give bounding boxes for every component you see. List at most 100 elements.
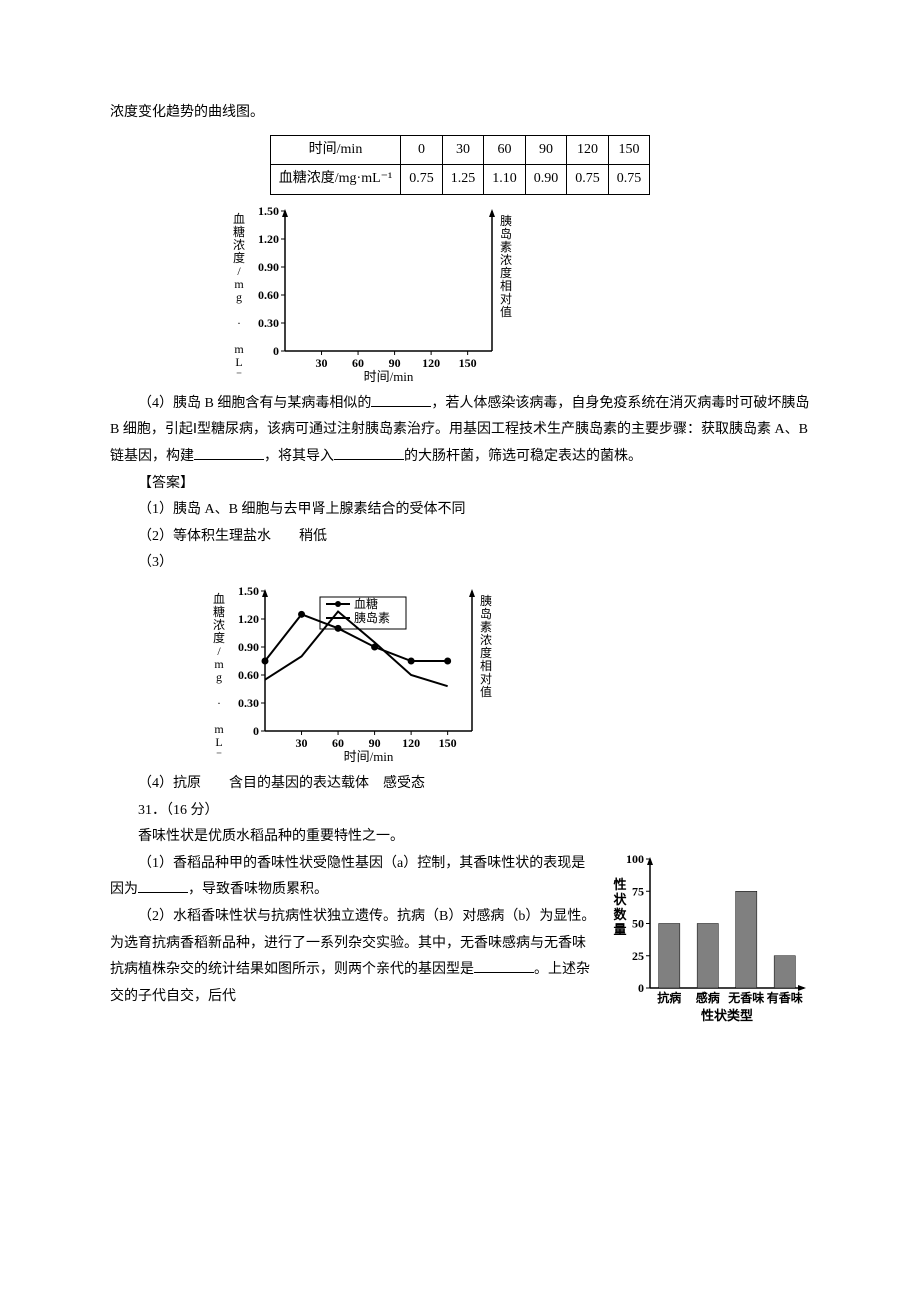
svg-text:30: 30 bbox=[296, 736, 308, 750]
svg-text:0: 0 bbox=[273, 344, 279, 358]
svg-text:相: 相 bbox=[500, 279, 512, 293]
table-cell: 0.75 bbox=[567, 165, 609, 195]
svg-text:时间/min: 时间/min bbox=[344, 749, 394, 763]
svg-text:90: 90 bbox=[389, 356, 401, 370]
svg-text:50: 50 bbox=[632, 916, 644, 930]
svg-text:·: · bbox=[237, 316, 241, 330]
svg-text:⁻: ⁻ bbox=[236, 368, 242, 382]
svg-text:/: / bbox=[217, 644, 221, 658]
svg-text:g: g bbox=[236, 290, 242, 304]
bar-chart-svg: 0 25 50 75 100 抗病感病无香味有香味 性状数量性状类型 bbox=[610, 851, 810, 1026]
intro-line: 浓度变化趋势的曲线图。 bbox=[110, 100, 810, 127]
svg-text:度: 度 bbox=[233, 250, 245, 265]
svg-text:L: L bbox=[235, 355, 242, 369]
blank-field bbox=[474, 958, 534, 973]
svg-text:⁻: ⁻ bbox=[216, 748, 222, 762]
svg-text:胰岛素: 胰岛素 bbox=[354, 610, 390, 625]
svg-text:值: 值 bbox=[480, 684, 492, 699]
svg-text:150: 150 bbox=[459, 356, 477, 370]
svg-text:状: 状 bbox=[613, 892, 627, 907]
svg-text:糖: 糖 bbox=[233, 224, 245, 239]
svg-text:120: 120 bbox=[422, 356, 440, 370]
answers-header: 【答案】 bbox=[110, 471, 810, 498]
answer-2: （2）等体积生理盐水 稍低 bbox=[110, 524, 810, 551]
svg-text:性: 性 bbox=[613, 877, 626, 892]
q31-lead: 香味性状是优质水稻品种的重要特性之一。 bbox=[110, 824, 810, 851]
table-cell: 0 bbox=[401, 135, 443, 165]
svg-text:血糖: 血糖 bbox=[354, 596, 378, 611]
table-row: 时间/min 0 30 60 90 120 150 bbox=[270, 135, 649, 165]
svg-text:度: 度 bbox=[500, 265, 512, 280]
table-cell: 120 bbox=[567, 135, 609, 165]
question-4: （4）胰岛 B 细胞含有与某病毒相似的，若人体感染该病毒，自身免疫系统在消灭病毒… bbox=[110, 391, 810, 471]
table-cell: 0.90 bbox=[525, 165, 567, 195]
svg-text:度: 度 bbox=[213, 630, 225, 645]
svg-text:L: L bbox=[215, 735, 222, 749]
svg-text:素: 素 bbox=[500, 240, 512, 254]
blank-chart-svg: 00.300.600.901.201.50306090120150时间/min血… bbox=[230, 203, 520, 383]
svg-text:m: m bbox=[234, 342, 244, 356]
answer-1: （1）胰岛 A、B 细胞与去甲肾上腺素结合的受体不同 bbox=[110, 497, 810, 524]
svg-text:m: m bbox=[234, 277, 244, 291]
svg-text:¹: ¹ bbox=[237, 381, 241, 383]
svg-text:对: 对 bbox=[500, 292, 512, 306]
svg-text:胰: 胰 bbox=[480, 594, 492, 608]
svg-text:m: m bbox=[214, 657, 224, 671]
svg-text:无香味: 无香味 bbox=[727, 990, 764, 1005]
table-cell: 0.75 bbox=[608, 165, 650, 195]
svg-text:时间/min: 时间/min bbox=[364, 369, 414, 383]
svg-text:¹: ¹ bbox=[217, 761, 221, 763]
blank-chart: 00.300.600.901.201.50306090120150时间/min血… bbox=[230, 203, 810, 383]
svg-text:血: 血 bbox=[213, 592, 225, 606]
svg-text:g: g bbox=[216, 670, 222, 684]
svg-text:感病: 感病 bbox=[696, 990, 720, 1005]
table-cell: 90 bbox=[525, 135, 567, 165]
svg-text:0.30: 0.30 bbox=[238, 696, 259, 710]
svg-text:75: 75 bbox=[632, 884, 644, 898]
svg-text:胰: 胰 bbox=[500, 214, 512, 228]
svg-text:浓: 浓 bbox=[233, 238, 245, 252]
svg-text:60: 60 bbox=[332, 736, 344, 750]
svg-text:量: 量 bbox=[613, 922, 626, 937]
glucose-table: 时间/min 0 30 60 90 120 150 血糖浓度/mg·mL⁻¹ 0… bbox=[270, 135, 650, 195]
svg-text:60: 60 bbox=[352, 356, 364, 370]
table-row: 血糖浓度/mg·mL⁻¹ 0.75 1.25 1.10 0.90 0.75 0.… bbox=[270, 165, 649, 195]
svg-text:相: 相 bbox=[480, 659, 492, 673]
svg-text:性状类型: 性状类型 bbox=[701, 1008, 753, 1023]
svg-text:1.20: 1.20 bbox=[238, 612, 259, 626]
svg-text:150: 150 bbox=[439, 736, 457, 750]
svg-text:浓: 浓 bbox=[500, 253, 512, 267]
svg-text:25: 25 bbox=[632, 948, 644, 962]
svg-text:100: 100 bbox=[626, 852, 644, 866]
table-cell: 30 bbox=[442, 135, 484, 165]
svg-text:有香味: 有香味 bbox=[767, 990, 803, 1005]
svg-text:0.90: 0.90 bbox=[258, 260, 279, 274]
q4-text: （4）胰岛 B 细胞含有与某病毒相似的 bbox=[138, 396, 371, 411]
svg-text:岛: 岛 bbox=[480, 606, 492, 621]
svg-text:抗病: 抗病 bbox=[657, 990, 681, 1005]
q4-text: ，将其导入 bbox=[264, 449, 334, 464]
svg-text:浓: 浓 bbox=[213, 618, 225, 632]
svg-text:数: 数 bbox=[613, 907, 627, 922]
blank-field bbox=[138, 878, 188, 893]
svg-text:·: · bbox=[217, 696, 221, 710]
svg-text:1.20: 1.20 bbox=[258, 232, 279, 246]
svg-text:120: 120 bbox=[402, 736, 420, 750]
answer-3-label: （3） bbox=[110, 550, 810, 577]
svg-text:0.90: 0.90 bbox=[238, 640, 259, 654]
blank-field bbox=[334, 445, 404, 460]
svg-text:值: 值 bbox=[500, 304, 512, 319]
svg-text:血: 血 bbox=[233, 212, 245, 226]
table-cell: 1.10 bbox=[484, 165, 526, 195]
svg-text:0.60: 0.60 bbox=[238, 668, 259, 682]
svg-text:岛: 岛 bbox=[500, 226, 512, 241]
answer-4: （4）抗原 含目的基因的表达载体 感受态 bbox=[110, 771, 810, 798]
svg-text:糖: 糖 bbox=[213, 604, 225, 619]
svg-text:30: 30 bbox=[316, 356, 328, 370]
svg-text:/: / bbox=[237, 264, 241, 278]
table-cell: 1.25 bbox=[442, 165, 484, 195]
svg-text:90: 90 bbox=[369, 736, 381, 750]
q31-number: 31．（16 分） bbox=[110, 798, 810, 825]
svg-text:1.50: 1.50 bbox=[238, 584, 259, 598]
svg-text:0: 0 bbox=[638, 981, 644, 995]
